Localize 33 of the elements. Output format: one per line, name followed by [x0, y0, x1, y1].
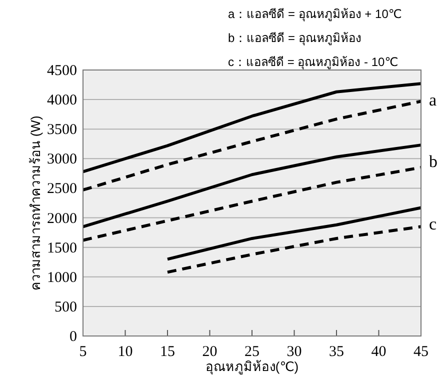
y-tick-label: 2000 — [47, 210, 77, 227]
y-tick-label: 2500 — [47, 181, 77, 198]
y-tick-label: 1000 — [47, 270, 77, 286]
y-axis-title: ความสามารถทำความร้อน (W) — [28, 116, 43, 290]
y-tick-label: 4000 — [47, 92, 77, 109]
line-series — [82, 82, 422, 174]
text: b：แอลซีดี = อุณหภูมิห้อง — [228, 31, 362, 46]
series-label: a — [429, 90, 437, 110]
line-series — [166, 206, 422, 261]
text: a：แอลซีดี = อุณหภูมิห้อง + 10℃ — [228, 7, 402, 22]
x-tick-label: 30 — [286, 344, 302, 360]
series-label: b — [429, 152, 438, 172]
x-tick-label: 35 — [329, 344, 344, 360]
x-tick-label: 45 — [414, 344, 428, 360]
y-tick-label: 4500 — [47, 63, 77, 79]
y-tick-label: 3000 — [47, 152, 77, 168]
x-tick-label: 5 — [79, 344, 87, 360]
y-tick-label: 0 — [70, 329, 77, 345]
y-tick-label: 1500 — [47, 240, 77, 256]
x-tick-label: 40 — [371, 344, 386, 360]
y-tick-label: 3500 — [47, 122, 77, 138]
line-series — [82, 166, 422, 242]
text: c：แอลซีดี = อุณหภูมิห้อง - 10℃ — [228, 55, 398, 70]
x-axis-title: อุณหภูมิห้อง(℃) — [205, 359, 299, 375]
x-tick-label: 20 — [202, 344, 218, 360]
x-tick-label: 10 — [118, 344, 133, 360]
line-series — [82, 144, 422, 228]
series-label: c — [429, 214, 437, 234]
line-series — [166, 225, 422, 274]
line-series — [82, 100, 422, 192]
x-tick-label: 15 — [160, 344, 175, 360]
x-tick-label: 25 — [244, 344, 260, 360]
y-tick-label: 500 — [54, 299, 77, 316]
